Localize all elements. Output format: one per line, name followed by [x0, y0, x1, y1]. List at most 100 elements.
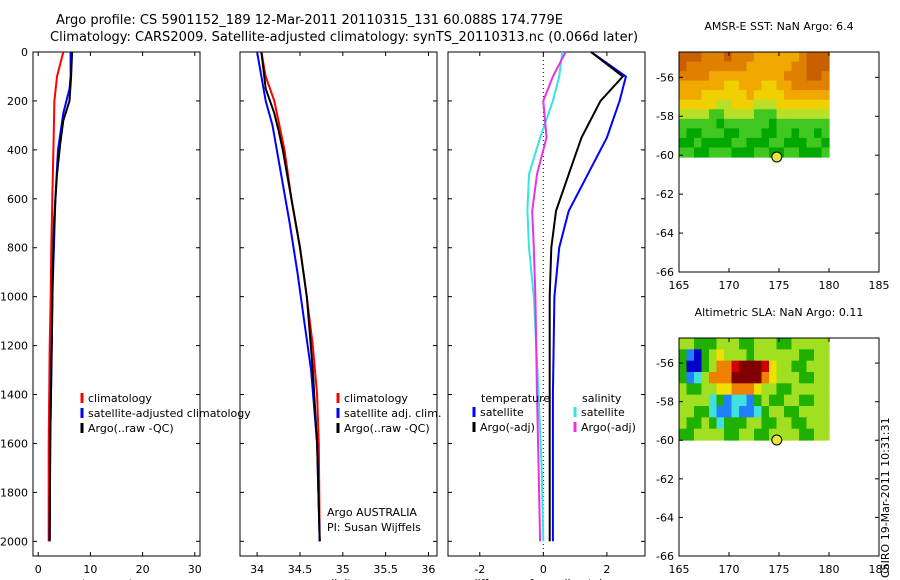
heatmap-cell — [776, 147, 785, 158]
heatmap-cell — [791, 71, 800, 82]
heatmap-cell — [821, 80, 830, 91]
x-tick-label: 0 — [35, 563, 42, 576]
heatmap-cell — [709, 383, 718, 396]
x-tick-label: 170 — [719, 563, 740, 576]
heatmap-cell — [709, 99, 718, 110]
heatmap-cell — [746, 147, 755, 158]
heatmap-cell — [754, 147, 763, 158]
heatmap-cell — [806, 372, 815, 384]
heatmap-cell — [784, 406, 793, 418]
heatmap-cell — [776, 118, 785, 129]
heatmap-cell — [814, 52, 823, 63]
heatmap-cell — [791, 99, 800, 110]
map-title: Altimetric SLA: NaN Argo: 0.11 — [695, 306, 864, 319]
heatmap-cell — [709, 338, 718, 350]
heatmap-cell — [724, 52, 733, 63]
heatmap-cell — [746, 71, 755, 82]
heatmap-cell — [806, 360, 815, 373]
heatmap-cell — [806, 118, 815, 129]
y-tick-label: -60 — [656, 149, 674, 162]
heatmap-cell — [709, 128, 718, 139]
heatmap-cell — [701, 128, 710, 139]
heatmap-cell — [731, 99, 740, 110]
heatmap-cell — [784, 118, 793, 129]
heatmap-cell — [754, 137, 763, 149]
heatmap-cell — [701, 109, 710, 120]
heatmap-cell — [746, 372, 755, 384]
series-line-satellite-adj-clim- — [256, 51, 321, 542]
panel-frame-difference — [447, 51, 646, 557]
heatmap-cell — [799, 61, 808, 72]
legend-entry: satellite-adjusted climatology — [88, 407, 251, 420]
heatmap-cell — [761, 52, 770, 63]
heatmap-cell — [784, 71, 793, 82]
heatmap-cell — [746, 406, 755, 418]
heatmap-cell — [761, 372, 770, 384]
heatmap-cell — [806, 61, 815, 72]
heatmap-cell — [679, 128, 688, 139]
heatmap-cell — [799, 338, 808, 350]
x-tick-label: 185 — [869, 279, 890, 292]
heatmap-cell — [739, 52, 748, 63]
x-tick-label: 165 — [669, 563, 690, 576]
legend-entry: climatology — [88, 392, 152, 405]
heatmap-cell — [754, 118, 763, 129]
heatmap-cell — [746, 128, 755, 139]
heatmap-cell — [739, 71, 748, 82]
heatmap-cell — [821, 90, 830, 101]
heatmap-cell — [686, 80, 695, 91]
heatmap-cell — [776, 417, 785, 430]
heatmap-cell — [746, 383, 755, 396]
heatmap-cell — [686, 128, 695, 139]
x-tick-label: 34.5 — [288, 563, 313, 576]
heatmap-cell — [761, 99, 770, 110]
heatmap-cell — [784, 99, 793, 110]
heatmap-cell — [746, 360, 755, 373]
heatmap-cell — [761, 118, 770, 129]
heatmap-cell — [814, 349, 823, 362]
heatmap-cell — [746, 417, 755, 430]
series-line-salinity-satellite — [526, 51, 564, 542]
heatmap-cell — [754, 338, 763, 350]
heatmap-cell — [784, 147, 793, 158]
x-axis-label: temperature — [82, 577, 151, 580]
x-tick-label: 185 — [869, 563, 890, 576]
heatmap-cell — [724, 80, 733, 91]
map-title: AMSR-E SST: NaN Argo: 6.4 — [704, 20, 853, 33]
heatmap-cell — [821, 147, 830, 158]
heatmap-cell — [694, 428, 703, 441]
heatmap-cell — [686, 338, 695, 350]
heatmap-cell — [776, 137, 785, 149]
heatmap-cell — [679, 338, 688, 350]
heatmap-cell — [814, 71, 823, 82]
x-tick-label: 165 — [669, 279, 690, 292]
heatmap-cell — [769, 128, 778, 139]
heatmap-cell — [776, 406, 785, 418]
heatmap-cell — [769, 137, 778, 149]
heatmap-cell — [716, 383, 725, 396]
heatmap-cell — [754, 99, 763, 110]
heatmap-cell — [701, 383, 710, 396]
heatmap-cell — [806, 349, 815, 362]
heatmap-cell — [709, 372, 718, 384]
heatmap-cell — [694, 372, 703, 384]
heatmap-cell — [776, 80, 785, 91]
heatmap-cell — [784, 137, 793, 149]
heatmap-cell — [686, 90, 695, 101]
heatmap-cell — [716, 128, 725, 139]
heatmap-cell — [724, 406, 733, 418]
heatmap-cell — [694, 71, 703, 82]
heatmap-cell — [791, 52, 800, 63]
heatmap-cell — [761, 338, 770, 350]
heatmap-cell — [701, 338, 710, 350]
x-tick-label: 180 — [819, 563, 840, 576]
heatmap-cell — [694, 52, 703, 63]
heatmap-cell — [701, 360, 710, 373]
heatmap-cell — [709, 406, 718, 418]
heatmap-cell — [724, 128, 733, 139]
heatmap-cell — [686, 372, 695, 384]
heatmap-cell — [701, 406, 710, 418]
heatmap-cell — [769, 118, 778, 129]
heatmap-cell — [814, 109, 823, 120]
heatmap-cell — [769, 61, 778, 72]
